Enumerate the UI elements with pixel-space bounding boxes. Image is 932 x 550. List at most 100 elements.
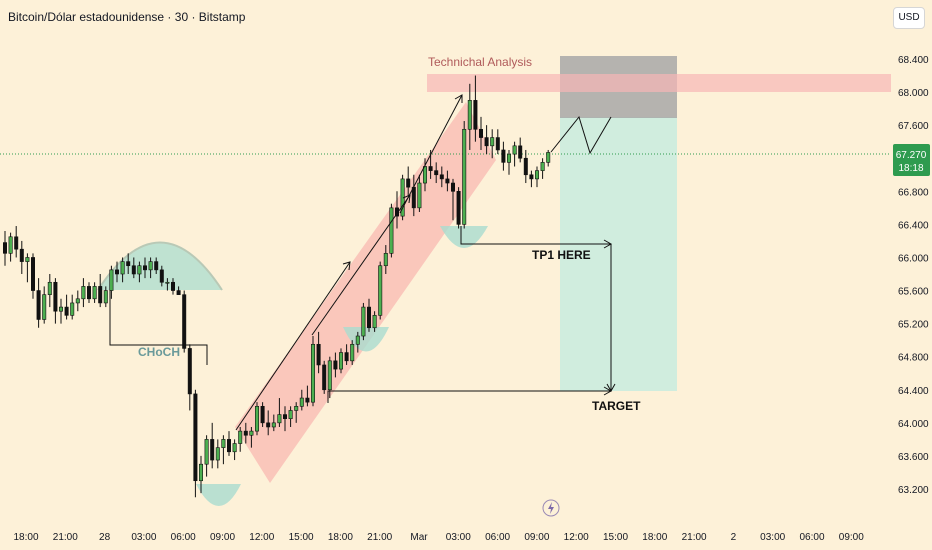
candle-body (109, 269, 114, 291)
candle-body (529, 174, 534, 180)
candle-body (232, 443, 237, 453)
bar-countdown: 18:18 (898, 163, 923, 174)
candle-body (445, 178, 450, 184)
candle-body (450, 182, 455, 192)
candle-body (305, 397, 310, 403)
candle-body (506, 153, 511, 163)
candle-body (478, 128, 483, 138)
candle-body (165, 281, 170, 284)
x-tick-label: 28 (99, 532, 111, 543)
x-tick-label: 03:00 (760, 532, 785, 543)
candle-body (19, 248, 24, 262)
candle-body (439, 174, 444, 180)
candle-body (266, 422, 271, 428)
candle-body (115, 269, 120, 275)
candle-body (523, 157, 528, 176)
candle-body (120, 261, 125, 275)
resistance-zone (427, 74, 891, 92)
y-tick-label: 66.400 (898, 220, 929, 231)
candle-body (193, 393, 198, 482)
x-axis[interactable]: 18:00 21:00 28 03:00 06:00 09:00 12:00 15:00 18:… (13, 532, 864, 543)
candle-body (36, 290, 41, 320)
candle-body (406, 178, 411, 188)
candle-body (182, 294, 187, 349)
candle-body (389, 207, 394, 254)
candle-body (53, 281, 58, 312)
candle-body (540, 162, 545, 171)
candle-body (243, 430, 248, 436)
y-tick-label: 63.200 (898, 485, 929, 496)
cup-bottom-3 (440, 226, 488, 248)
trend-arrow-3-head (454, 94, 463, 103)
candle-body (14, 236, 19, 250)
trend-arrow-2 (311, 194, 411, 336)
choch-label: CHoCH (138, 345, 180, 359)
candle-body (322, 364, 327, 391)
candle-body (154, 261, 159, 271)
cup-bottom-2 (343, 327, 389, 352)
candle-body (434, 170, 439, 176)
candle-body (361, 306, 366, 337)
candle-body (187, 348, 192, 395)
y-axis[interactable]: 68.40068.00067.60067.20066.80066.40066.0… (898, 55, 929, 496)
target-line (327, 390, 611, 403)
target-label: TARGET (592, 399, 641, 413)
candle-body (288, 410, 293, 420)
candle-body (238, 430, 243, 444)
candle-body (534, 170, 539, 180)
x-tick-label: 06:00 (799, 532, 824, 543)
x-tick-label: 18:00 (328, 532, 353, 543)
choch-line (109, 290, 208, 365)
y-tick-label: 64.400 (898, 386, 929, 397)
candle-body (221, 439, 226, 448)
candle-body (260, 406, 265, 424)
x-tick-label: 21:00 (682, 532, 707, 543)
current-price-value: 67.270 (896, 150, 927, 161)
candle-body (210, 439, 215, 461)
candle-body (159, 269, 164, 283)
candle-body (372, 315, 377, 329)
trend-arrow-1 (235, 261, 351, 431)
candle-body (411, 186, 416, 209)
candle-body (327, 360, 332, 391)
currency-button[interactable]: USD (893, 7, 925, 29)
candle-body (490, 137, 495, 147)
candle-body (546, 152, 551, 163)
x-tick-label: 03:00 (131, 532, 156, 543)
candle-body (199, 463, 204, 482)
tp1-label: TP1 HERE (532, 248, 591, 262)
candle-body (316, 343, 321, 366)
x-tick-label: 09:00 (524, 532, 549, 543)
candle-body (171, 281, 176, 291)
lightning-icon[interactable] (542, 499, 560, 517)
candle-body (467, 100, 472, 130)
tp1-line (460, 226, 611, 245)
candle-body (350, 343, 355, 362)
x-tick-label: 06:00 (171, 532, 196, 543)
candle-body (98, 286, 103, 304)
rising-channel (235, 102, 496, 483)
candle-body (428, 166, 433, 171)
candle-body (338, 352, 343, 370)
symbol-title[interactable]: Bitcoin/Dólar estadounidense · 30 · Bits… (8, 10, 246, 24)
current-price-tag: 67.270 18:18 (893, 144, 930, 176)
candle-body (383, 253, 388, 267)
candle-body (137, 265, 142, 275)
candle-body (422, 166, 427, 184)
candle-body (204, 439, 209, 465)
candle-body (87, 286, 92, 300)
candle-body (277, 414, 282, 424)
candle-body (249, 430, 254, 436)
y-tick-label: 67.600 (898, 121, 929, 132)
candle-body (344, 352, 349, 362)
candle-body (131, 265, 136, 275)
candle-body (299, 397, 304, 407)
x-tick-label: 18:00 (13, 532, 38, 543)
x-tick-label: 21:00 (367, 532, 392, 543)
candle-body (484, 137, 489, 147)
candle-body (176, 290, 181, 295)
projection-path (550, 115, 612, 155)
candle-body (271, 422, 276, 428)
drawings (109, 94, 616, 431)
